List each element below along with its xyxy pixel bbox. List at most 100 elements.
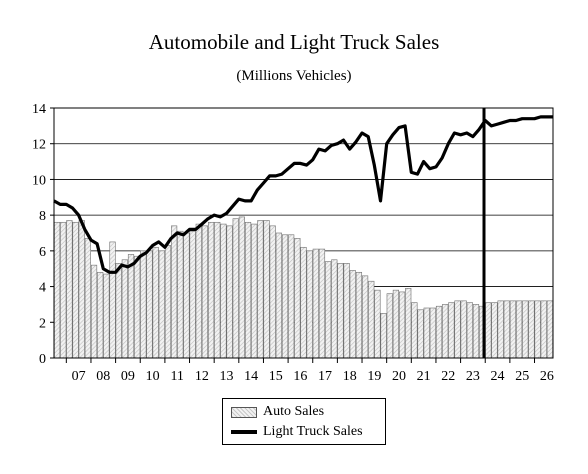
legend-item-auto-sales: Auto Sales [231,403,324,421]
bar-auto-sales [244,221,252,359]
bar-auto-sales [485,302,492,359]
bar-auto-sales [281,234,289,359]
x-tick-label-12: 12 [195,369,209,384]
bar-auto-sales [528,300,535,359]
bar-auto-sales [214,221,221,359]
x-tick-label-19: 19 [367,369,381,384]
x-tick-label-24: 24 [491,369,505,384]
bar-auto-sales [460,300,467,359]
bar-auto-sales [201,225,209,359]
bar-auto-sales [84,238,91,359]
bar-auto-sales [318,248,326,359]
bar-auto-sales [275,232,282,359]
bar-auto-sales [355,271,363,359]
bar-auto-sales [195,223,202,359]
legend-swatch-light-truck-sales [231,430,257,434]
bar-auto-sales [343,263,350,359]
bar-auto-sales [417,309,424,359]
bar-auto-sales [337,263,344,359]
bar-auto-sales [497,300,504,359]
y-tick-label-8: 8 [39,209,46,224]
bar-auto-sales [325,261,332,359]
bar-auto-sales [368,280,375,359]
plot-frame [53,107,554,359]
bar-auto-sales [263,220,270,359]
chart-title: Automobile and Light Truck Sales [148,30,440,54]
bar-auto-sales [503,300,510,359]
x-tick-label-09: 09 [121,369,135,384]
bar-auto-sales [134,255,141,359]
bar-auto-sales [546,300,554,359]
bar-auto-sales [423,307,430,359]
bar-auto-sales [300,246,307,359]
bar-auto-sales [454,300,461,359]
bar-auto-sales [257,220,264,359]
bar-auto-sales [540,300,547,359]
legend-label-auto-sales: Auto Sales [263,404,325,419]
bar-auto-sales [398,291,406,359]
x-tick-label-25: 25 [515,369,529,384]
bar-auto-sales [392,289,399,359]
bar-auto-sales [90,264,98,359]
bar-auto-sales [386,293,393,359]
bar-auto-sales [226,225,233,359]
legend-item-light-truck-sales: Light Truck Sales [231,423,363,441]
x-tick-label-16: 16 [293,369,307,384]
bar-auto-sales [164,245,172,359]
legend: Auto Sales Light Truck Sales [222,398,386,445]
bar-auto-sales [294,238,301,359]
y-tick-label-0: 0 [39,352,46,367]
x-tick-label-10: 10 [146,369,160,384]
bar-auto-sales [312,248,319,359]
x-tick-label-23: 23 [466,369,480,384]
bar-auto-sales [238,216,245,359]
y-tick-label-10: 10 [32,173,46,188]
x-tick-label-26: 26 [540,369,554,384]
bar-auto-sales [109,241,116,359]
x-tick-label-08: 08 [96,369,110,384]
bar-auto-sales [60,221,67,359]
bar-auto-sales [115,263,122,359]
bar-auto-sales [152,246,159,359]
light-truck-sales-line-group [53,115,553,274]
bar-auto-sales [288,234,295,359]
y-tick-label-14: 14 [32,102,46,117]
bar-auto-sales [220,223,227,359]
bar-auto-sales [177,230,184,359]
y-tick-label-2: 2 [39,316,46,331]
y-tick-label-12: 12 [32,138,46,153]
x-tick-label-15: 15 [269,369,283,384]
bar-auto-sales [103,273,110,359]
bar-auto-sales [78,220,85,359]
bar-auto-sales [269,225,276,359]
bar-auto-sales [251,223,258,359]
bar-auto-sales [183,232,190,359]
light-truck-sales-line [53,115,553,274]
legend-swatch-auto-sales [231,406,257,418]
bar-auto-sales [53,221,61,359]
bar-auto-sales [491,302,498,359]
bar-auto-sales [66,220,73,359]
legend-label-light-truck-sales: Light Truck Sales [263,424,363,439]
x-tick-label-18: 18 [343,369,357,384]
auto-sales-bars [53,216,554,359]
chart-subtitle: (Millions Vehicles) [236,68,352,84]
x-tick-label-20: 20 [392,369,406,384]
y-tick-label-6: 6 [39,245,46,260]
bar-auto-sales [146,250,153,359]
bar-auto-sales [189,230,196,359]
bar-auto-sales [362,275,369,359]
bar-auto-sales [405,288,412,359]
bar-auto-sales [349,270,356,359]
bar-auto-sales [158,250,165,359]
bar-auto-sales [121,259,128,359]
bar-auto-sales [306,250,313,359]
bar-auto-sales [448,302,455,359]
bar-auto-sales [509,300,517,359]
x-tick-label-21: 21 [417,369,431,384]
y-tick-label-4: 4 [39,281,46,296]
x-tick-label-07: 07 [72,369,86,384]
x-tick-label-14: 14 [244,369,258,384]
